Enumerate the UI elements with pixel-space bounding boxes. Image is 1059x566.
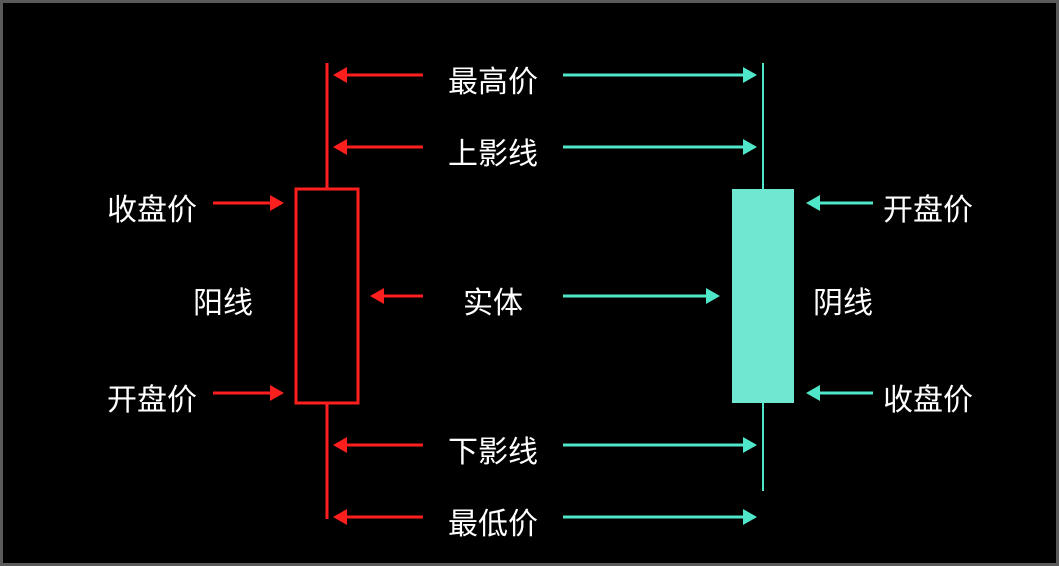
label-bear-open: 开盘价 — [883, 185, 973, 229]
label-upper-wick: 上影线 — [448, 129, 538, 173]
label-body: 实体 — [463, 278, 523, 322]
label-low-price: 最低价 — [448, 499, 538, 543]
label-bull-name: 阳线 — [193, 278, 253, 322]
label-bear-name: 阴线 — [813, 278, 873, 322]
label-bull-open: 开盘价 — [107, 375, 197, 419]
label-high-price: 最高价 — [448, 57, 538, 101]
label-bear-close: 收盘价 — [883, 375, 973, 419]
label-lower-wick: 下影线 — [448, 427, 538, 471]
candlestick-diagram: 最高价上影线实体下影线最低价收盘价开盘价开盘价收盘价阳线阴线 — [0, 0, 1059, 566]
label-bull-close: 收盘价 — [107, 185, 197, 229]
